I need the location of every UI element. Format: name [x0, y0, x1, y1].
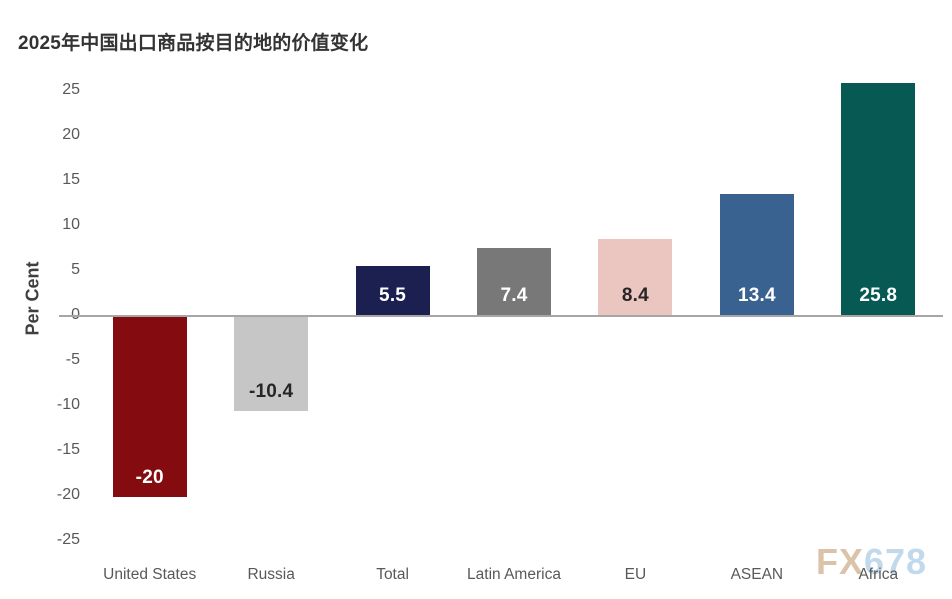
y-tick-label: 5 [71, 261, 80, 278]
x-axis-label: Russia [247, 566, 295, 583]
bar-total: 5.5 [355, 265, 430, 315]
bar-asean: 13.4 [719, 194, 794, 315]
y-tick-label: 15 [62, 171, 80, 188]
y-tick-label: -10 [56, 396, 80, 413]
x-axis-label: Africa [858, 566, 899, 583]
bar-value-label: 13.4 [737, 284, 776, 306]
y-tick-label: 10 [62, 216, 80, 233]
x-axis-label: Total [376, 566, 409, 583]
y-tick-label: -25 [56, 531, 80, 548]
bar-africa: 25.8 [841, 82, 916, 315]
bar-latin-america: 7.4 [477, 248, 551, 315]
bar-united-states: -20 [112, 317, 187, 497]
x-axis-label: Latin America [467, 566, 561, 583]
x-axis-label: EU [624, 566, 647, 583]
y-tick-label: 0 [20, 305, 80, 325]
watermark-fx-text: FX [816, 541, 865, 582]
x-axis-label: ASEAN [730, 566, 784, 583]
zero-axis-line [59, 315, 943, 317]
y-tick-label: 25 [62, 81, 80, 98]
y-tick-label: -20 [56, 486, 80, 503]
watermark-logo: FX678 [816, 541, 927, 583]
bar-value-label: 8.4 [621, 284, 649, 306]
x-axis-label: United States [103, 566, 197, 583]
watermark-678-text: 678 [864, 541, 928, 582]
bar-value-label: 5.5 [379, 285, 407, 306]
bar-value-label: 25.8 [859, 284, 898, 306]
bar-value-label: -20 [135, 467, 164, 488]
chart-title: 2025年中国出口商品按目的地的价值变化 [18, 33, 369, 54]
y-tick-label: -15 [56, 441, 80, 458]
bar-value-label: -10.4 [248, 380, 294, 402]
y-tick-label: 20 [62, 126, 80, 143]
bar-eu: 8.4 [598, 239, 673, 315]
bar-value-label: 7.4 [500, 284, 528, 306]
bar-russia: -10.4 [234, 317, 309, 411]
y-tick-label: -5 [65, 351, 80, 368]
